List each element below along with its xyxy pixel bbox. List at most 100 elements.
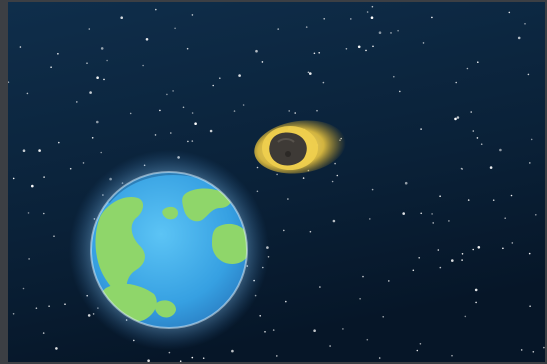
star bbox=[329, 345, 331, 347]
star bbox=[288, 110, 291, 112]
star bbox=[520, 349, 523, 351]
star bbox=[382, 316, 385, 318]
star bbox=[48, 305, 50, 308]
star bbox=[179, 360, 182, 362]
star bbox=[342, 328, 344, 330]
star bbox=[372, 45, 374, 48]
star bbox=[242, 104, 245, 106]
star bbox=[261, 61, 264, 63]
star bbox=[145, 38, 149, 41]
star bbox=[96, 76, 99, 79]
star bbox=[82, 162, 85, 164]
earth bbox=[90, 171, 248, 329]
star bbox=[53, 235, 55, 237]
star bbox=[64, 303, 66, 306]
star bbox=[256, 190, 259, 193]
star bbox=[50, 66, 52, 68]
star bbox=[489, 166, 493, 169]
star bbox=[256, 166, 259, 169]
star bbox=[91, 137, 94, 139]
space-scene bbox=[8, 2, 545, 362]
star bbox=[294, 112, 297, 114]
star bbox=[371, 188, 374, 191]
star bbox=[168, 351, 171, 354]
star bbox=[454, 117, 457, 121]
star bbox=[370, 16, 374, 19]
star bbox=[397, 29, 399, 32]
star bbox=[331, 180, 334, 183]
star bbox=[510, 194, 513, 197]
star bbox=[202, 357, 205, 360]
star bbox=[89, 91, 92, 94]
star bbox=[283, 229, 285, 232]
star bbox=[350, 18, 352, 20]
star bbox=[319, 286, 321, 288]
star bbox=[322, 81, 325, 84]
star bbox=[378, 31, 382, 34]
star bbox=[528, 252, 531, 255]
star bbox=[357, 45, 361, 49]
star bbox=[43, 212, 45, 215]
star bbox=[388, 280, 390, 282]
star bbox=[420, 212, 423, 215]
star bbox=[378, 357, 381, 359]
star bbox=[359, 298, 361, 300]
star bbox=[8, 81, 10, 83]
star bbox=[191, 140, 194, 142]
star bbox=[12, 313, 15, 315]
star bbox=[96, 120, 99, 124]
star bbox=[492, 199, 495, 201]
star bbox=[142, 64, 144, 67]
star bbox=[129, 112, 132, 115]
star bbox=[100, 47, 104, 50]
star bbox=[529, 162, 531, 164]
star bbox=[120, 16, 123, 19]
star bbox=[182, 106, 185, 109]
star bbox=[106, 59, 108, 62]
star bbox=[336, 174, 339, 177]
star bbox=[155, 8, 157, 11]
star bbox=[305, 26, 308, 28]
star bbox=[38, 149, 41, 152]
star bbox=[191, 14, 194, 16]
star bbox=[369, 218, 371, 220]
star bbox=[302, 177, 305, 179]
star bbox=[332, 219, 336, 223]
star bbox=[476, 137, 479, 139]
star bbox=[313, 52, 316, 55]
star bbox=[86, 62, 88, 64]
star bbox=[362, 275, 364, 278]
star bbox=[416, 349, 419, 352]
star bbox=[511, 242, 514, 244]
star bbox=[172, 90, 174, 92]
star bbox=[309, 72, 312, 75]
star bbox=[233, 110, 236, 112]
star bbox=[530, 138, 533, 141]
star bbox=[194, 122, 197, 125]
star bbox=[390, 32, 392, 34]
star bbox=[22, 287, 25, 290]
star bbox=[255, 49, 258, 53]
star bbox=[259, 315, 261, 317]
star bbox=[231, 349, 234, 353]
star bbox=[451, 259, 454, 262]
star bbox=[474, 288, 478, 292]
star bbox=[532, 351, 535, 353]
star bbox=[334, 162, 336, 165]
star bbox=[187, 140, 189, 143]
star bbox=[219, 77, 221, 79]
star bbox=[402, 212, 406, 215]
star bbox=[472, 248, 475, 251]
star bbox=[418, 257, 421, 259]
star bbox=[309, 230, 312, 233]
star bbox=[318, 52, 321, 54]
star bbox=[264, 331, 266, 333]
star bbox=[431, 213, 433, 215]
star bbox=[455, 81, 458, 84]
star bbox=[100, 151, 102, 154]
star bbox=[527, 73, 530, 76]
star bbox=[480, 143, 483, 145]
star bbox=[422, 42, 425, 44]
star bbox=[191, 356, 194, 359]
star bbox=[412, 269, 415, 272]
